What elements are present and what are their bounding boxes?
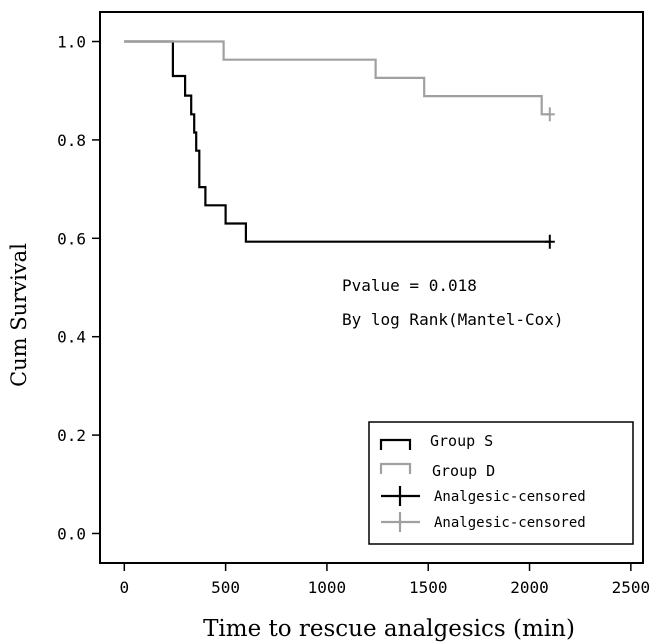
survival-curve-group-s — [124, 40, 550, 243]
y-tick-label: 1.0 — [57, 33, 86, 52]
legend-label-censored-gray: Analgesic-censored — [434, 515, 586, 531]
legend: Group S Group D Analgesic-censored Analg… — [368, 421, 634, 545]
legend-label-group-s: Group S — [430, 432, 493, 450]
test-method-annotation: By log Rank(Mantel-Cox) — [342, 310, 564, 329]
survival-curve-group-d — [124, 40, 550, 116]
y-tick-label: 0.6 — [57, 229, 86, 248]
x-tick-label: 0 — [119, 578, 129, 597]
legend-swatch-censored-gray — [381, 512, 420, 532]
y-tick-label: 0.8 — [57, 131, 86, 150]
x-tick-label: 1500 — [409, 578, 448, 597]
legend-swatch-group-d — [379, 462, 412, 474]
censor-mark-group-d — [544, 107, 555, 122]
y-tick-label: 0.2 — [57, 426, 86, 445]
y-tick-label: 0.0 — [57, 524, 86, 543]
x-tick-label: 500 — [211, 578, 240, 597]
x-axis-label: Time to rescue analgesics (min) — [203, 616, 575, 642]
legend-box — [368, 421, 634, 545]
x-tick-label: 2000 — [510, 578, 549, 597]
x-tick-label: 1000 — [308, 578, 347, 597]
legend-label-censored-black: Analgesic-censored — [434, 489, 586, 505]
censor-mark-group-s — [544, 234, 555, 249]
y-tick-label: 0.4 — [57, 328, 86, 347]
legend-label-group-d: Group D — [432, 462, 495, 480]
x-tick-label: 2500 — [612, 578, 651, 597]
plot-area-frame — [99, 11, 644, 564]
legend-swatch-censored-black — [381, 486, 420, 506]
y-axis-label: Cum Survival — [7, 243, 31, 387]
legend-swatch-group-s — [379, 438, 412, 450]
pvalue-annotation: Pvalue = 0.018 — [342, 276, 477, 295]
